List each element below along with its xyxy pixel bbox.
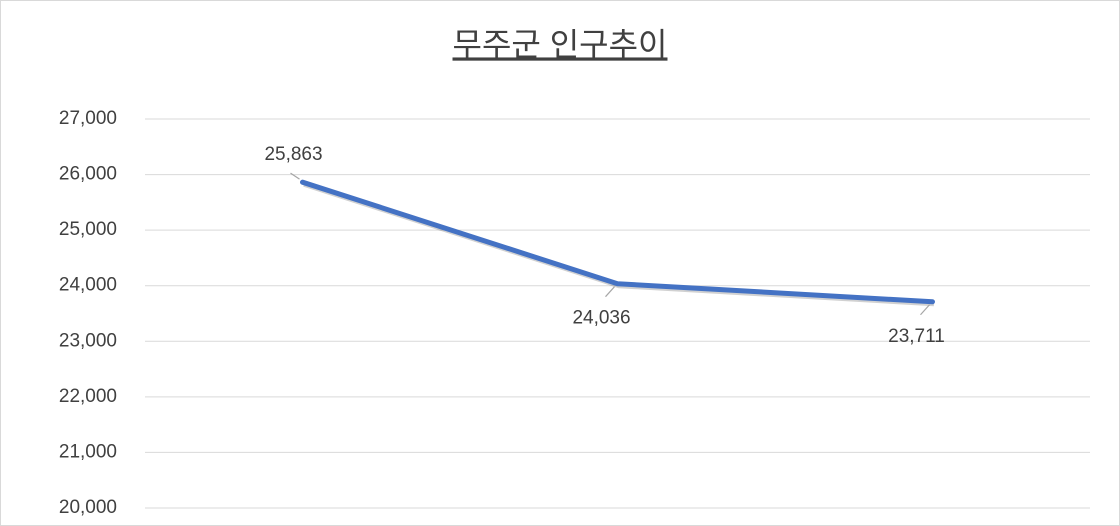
y-tick-label: 26,000 xyxy=(59,164,117,185)
y-tick-label: 25,000 xyxy=(59,219,117,240)
leader-line xyxy=(605,286,615,298)
y-tick-label: 23,000 xyxy=(59,330,117,351)
y-tick-label: 24,000 xyxy=(59,275,117,296)
y-tick-label: 22,000 xyxy=(59,386,117,407)
y-tick-label: 21,000 xyxy=(59,441,117,462)
y-tick-label: 20,000 xyxy=(59,497,117,518)
leader-line xyxy=(290,172,300,180)
leader-line xyxy=(920,304,930,316)
data-label: 25,863 xyxy=(264,144,322,165)
data-label: 23,711 xyxy=(888,326,945,347)
y-tick-label: 27,000 xyxy=(59,108,117,129)
chart-title: 무주군 인구추이 xyxy=(453,26,668,62)
line xyxy=(300,179,935,305)
data-label: 24,036 xyxy=(572,308,630,329)
